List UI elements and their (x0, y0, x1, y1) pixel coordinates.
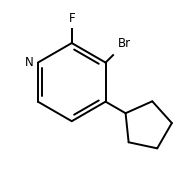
Text: F: F (68, 12, 75, 25)
Text: Br: Br (118, 37, 131, 50)
Text: N: N (25, 56, 33, 69)
